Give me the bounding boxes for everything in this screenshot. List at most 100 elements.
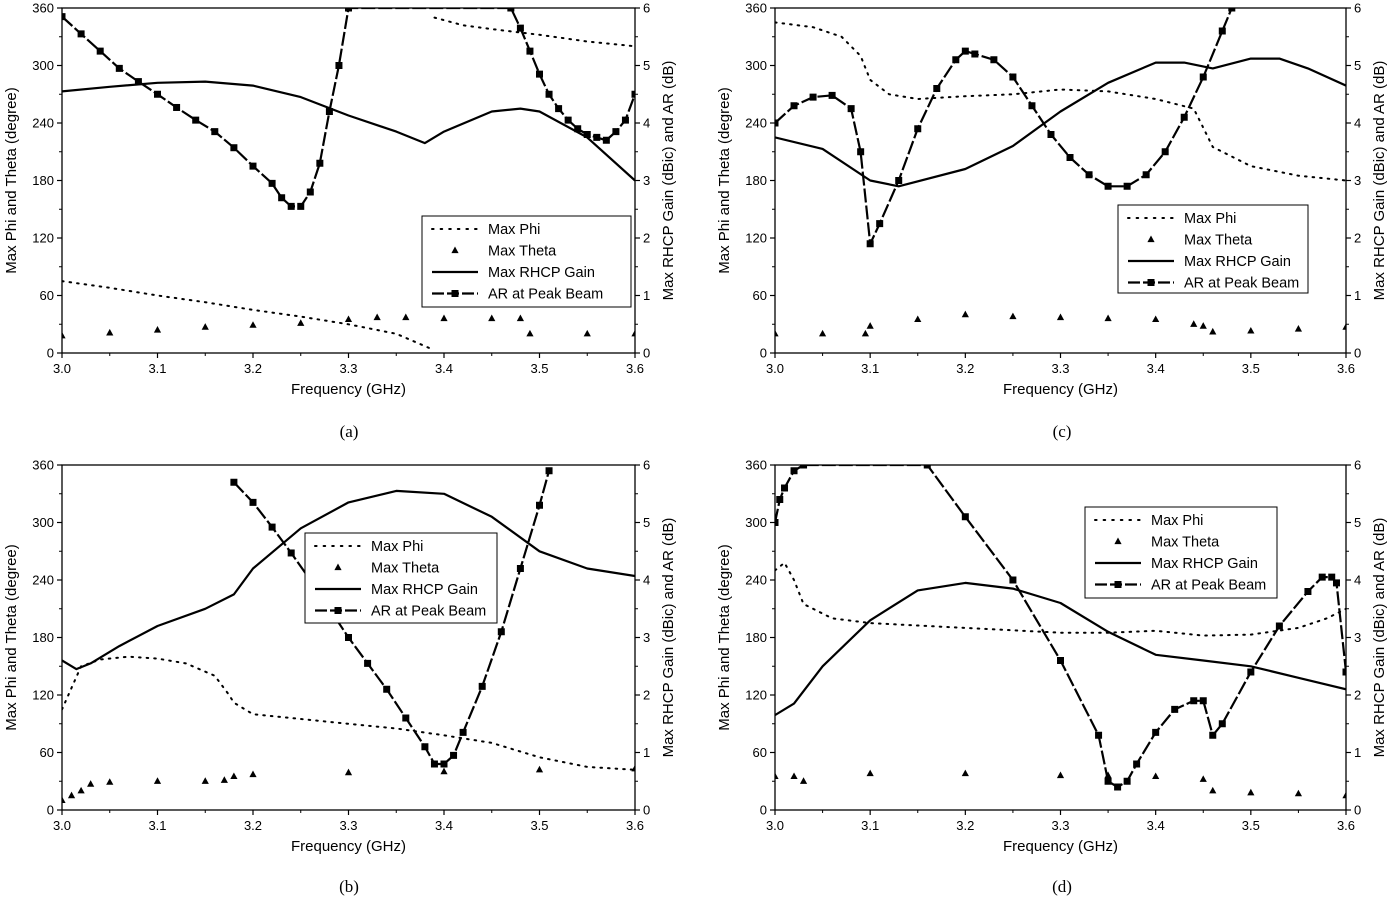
series-max-theta-point	[62, 796, 66, 804]
x-tick-label: 3.0	[766, 818, 784, 833]
series-max-theta-point	[440, 314, 448, 322]
series-max-theta-point	[106, 328, 114, 336]
series-max-theta-point	[201, 323, 209, 330]
legend-label: Max RHCP Gain	[488, 265, 595, 281]
series-ar-at-peak-beam-point	[1228, 8, 1236, 12]
y2-tick-label: 1	[1354, 745, 1361, 760]
series-max-theta-point	[220, 776, 228, 783]
y2-tick-label: 2	[643, 231, 650, 246]
chart-panel-3: 3.0 3.1 3.2 3.3 3.4 3.5 3.60601201802403003600…	[716, 1, 1388, 442]
y2-tick-label: 5	[643, 58, 650, 73]
series-ar-at-peak-beam-point	[450, 751, 458, 759]
series-ar-at-peak-beam-point	[536, 70, 543, 78]
series-max-theta-point	[1199, 775, 1207, 782]
series-ar-at-peak-beam-point	[77, 30, 85, 38]
plot-frame	[774, 7, 1347, 354]
legend-label: AR at Peak Beam	[371, 604, 486, 620]
series-ar-at-peak-beam-point	[952, 56, 960, 64]
y2-tick-label: 5	[643, 515, 650, 530]
x-tick-label: 3.5	[1242, 818, 1260, 833]
series-ar-at-peak-beam-point	[96, 47, 104, 55]
series-ar-at-peak-beam-point	[775, 519, 779, 526]
series-ar-at-peak-beam-point	[430, 760, 438, 768]
series-max-theta-point	[861, 329, 870, 337]
series-ar-at-peak-beam-point	[612, 128, 620, 136]
x-tick-label: 3.2	[956, 361, 974, 376]
series-ar-at-peak-beam-point	[268, 523, 276, 531]
x-tick-label: 3.6	[626, 361, 644, 376]
y-tick-label: 300	[32, 515, 54, 530]
y-axis-label: Max Phi and Theta (degree)	[716, 544, 733, 731]
series-ar-at-peak-beam-point	[545, 90, 553, 98]
series-ar-at-peak-beam-point	[1199, 697, 1207, 705]
plot-area	[775, 8, 1346, 337]
series-ar-at-peak-beam-point	[1104, 777, 1112, 785]
legend-label: Max Theta	[1184, 233, 1253, 249]
x-tick-label: 3.4	[1147, 818, 1165, 833]
y2-axis-label: Max RHCP Gain (dBic) and AR (dB)	[660, 61, 677, 301]
x-tick-label: 3.3	[1051, 818, 1069, 833]
series-ar-at-peak-beam-point	[516, 565, 524, 572]
y2-tick-label: 2	[643, 688, 650, 703]
series-ar-at-peak-beam-point	[1009, 576, 1017, 584]
panel-caption: (a)	[340, 422, 359, 441]
series-ar-at-peak-beam-point	[287, 549, 295, 557]
series-max-theta-point	[631, 329, 635, 337]
series-ar-at-peak-beam-point	[776, 496, 784, 503]
series-ar-at-peak-beam-point	[1332, 579, 1340, 587]
series-ar-at-peak-beam-point	[857, 148, 865, 156]
series-ar-at-peak-beam-point	[1142, 171, 1150, 179]
legend-swatch-marker	[1147, 279, 1155, 286]
series-ar-at-peak-beam-point	[1123, 182, 1131, 190]
series-ar-at-peak-beam-point	[421, 743, 429, 751]
series-ar-at-peak-beam-point	[990, 56, 998, 64]
series-ar-at-peak-beam-point	[895, 177, 903, 184]
series-ar-at-peak-beam-point	[1304, 588, 1312, 595]
panel-caption: (d)	[1052, 877, 1072, 896]
legend-swatch-max-theta	[1147, 235, 1155, 243]
legend-label: Max Phi	[371, 539, 423, 555]
series-max-theta-point	[297, 319, 305, 326]
legend: Max Phi Max Theta Max RHCP Gain AR at Peak …	[1117, 204, 1309, 294]
series-max-theta-point	[775, 329, 779, 337]
y-tick-label: 240	[745, 573, 767, 588]
series-ar-at-peak-beam-point	[526, 47, 534, 55]
chart-panel-1: 3.0 3.1 3.2 3.3 3.4 3.5 3.60601201802403003600…	[3, 1, 677, 442]
series-max-theta-point	[526, 329, 534, 337]
y-tick-label: 0	[760, 803, 767, 818]
y-tick-label: 0	[47, 803, 54, 818]
y-tick-label: 0	[760, 346, 767, 361]
series-max-theta-point	[961, 769, 969, 777]
y-tick-label: 180	[745, 630, 767, 645]
series-max-theta-point	[249, 770, 257, 778]
x-tick-label: 3.5	[1242, 361, 1260, 376]
series-max-theta-point	[1199, 322, 1207, 329]
series-ar-at-peak-beam-point	[564, 116, 572, 124]
series-ar-at-peak-beam-point	[345, 8, 352, 12]
legend-box	[1117, 204, 1309, 294]
series-ar-at-peak-beam-point	[1247, 668, 1255, 676]
y2-tick-label: 0	[1354, 346, 1361, 361]
series-max-theta-point	[1152, 772, 1160, 780]
series-max-theta-point	[1152, 315, 1160, 323]
plot-area	[775, 465, 1346, 799]
series-max-theta-point	[1009, 312, 1017, 320]
series-max-rhcp-gain	[62, 489, 635, 671]
series-ar-at-peak-beam-point	[781, 484, 789, 492]
series-ar-at-peak-beam-point	[1057, 657, 1064, 664]
chart-panel-4: 3.0 3.1 3.2 3.3 3.4 3.5 3.60601201802403003600…	[716, 458, 1388, 897]
series-ar-at-peak-beam-point	[847, 105, 855, 113]
series-ar-at-peak-beam	[233, 470, 551, 766]
series-ar-at-peak-beam-point	[1209, 731, 1217, 739]
series-max-theta-point	[516, 314, 524, 322]
legend: Max Phi Max Theta Max RHCP Gain AR at Peak …	[421, 215, 632, 308]
y2-tick-label: 3	[643, 630, 650, 645]
x-tick-label: 3.4	[435, 818, 453, 833]
series-ar-at-peak-beam-point	[154, 90, 161, 98]
series-max-theta-point	[1056, 313, 1065, 321]
y-tick-label: 240	[745, 116, 767, 131]
y2-tick-label: 3	[1354, 630, 1361, 645]
series-max-theta-point	[583, 329, 591, 337]
series-max-theta-point	[818, 329, 827, 337]
series-ar-at-peak-beam-point	[1047, 131, 1055, 138]
